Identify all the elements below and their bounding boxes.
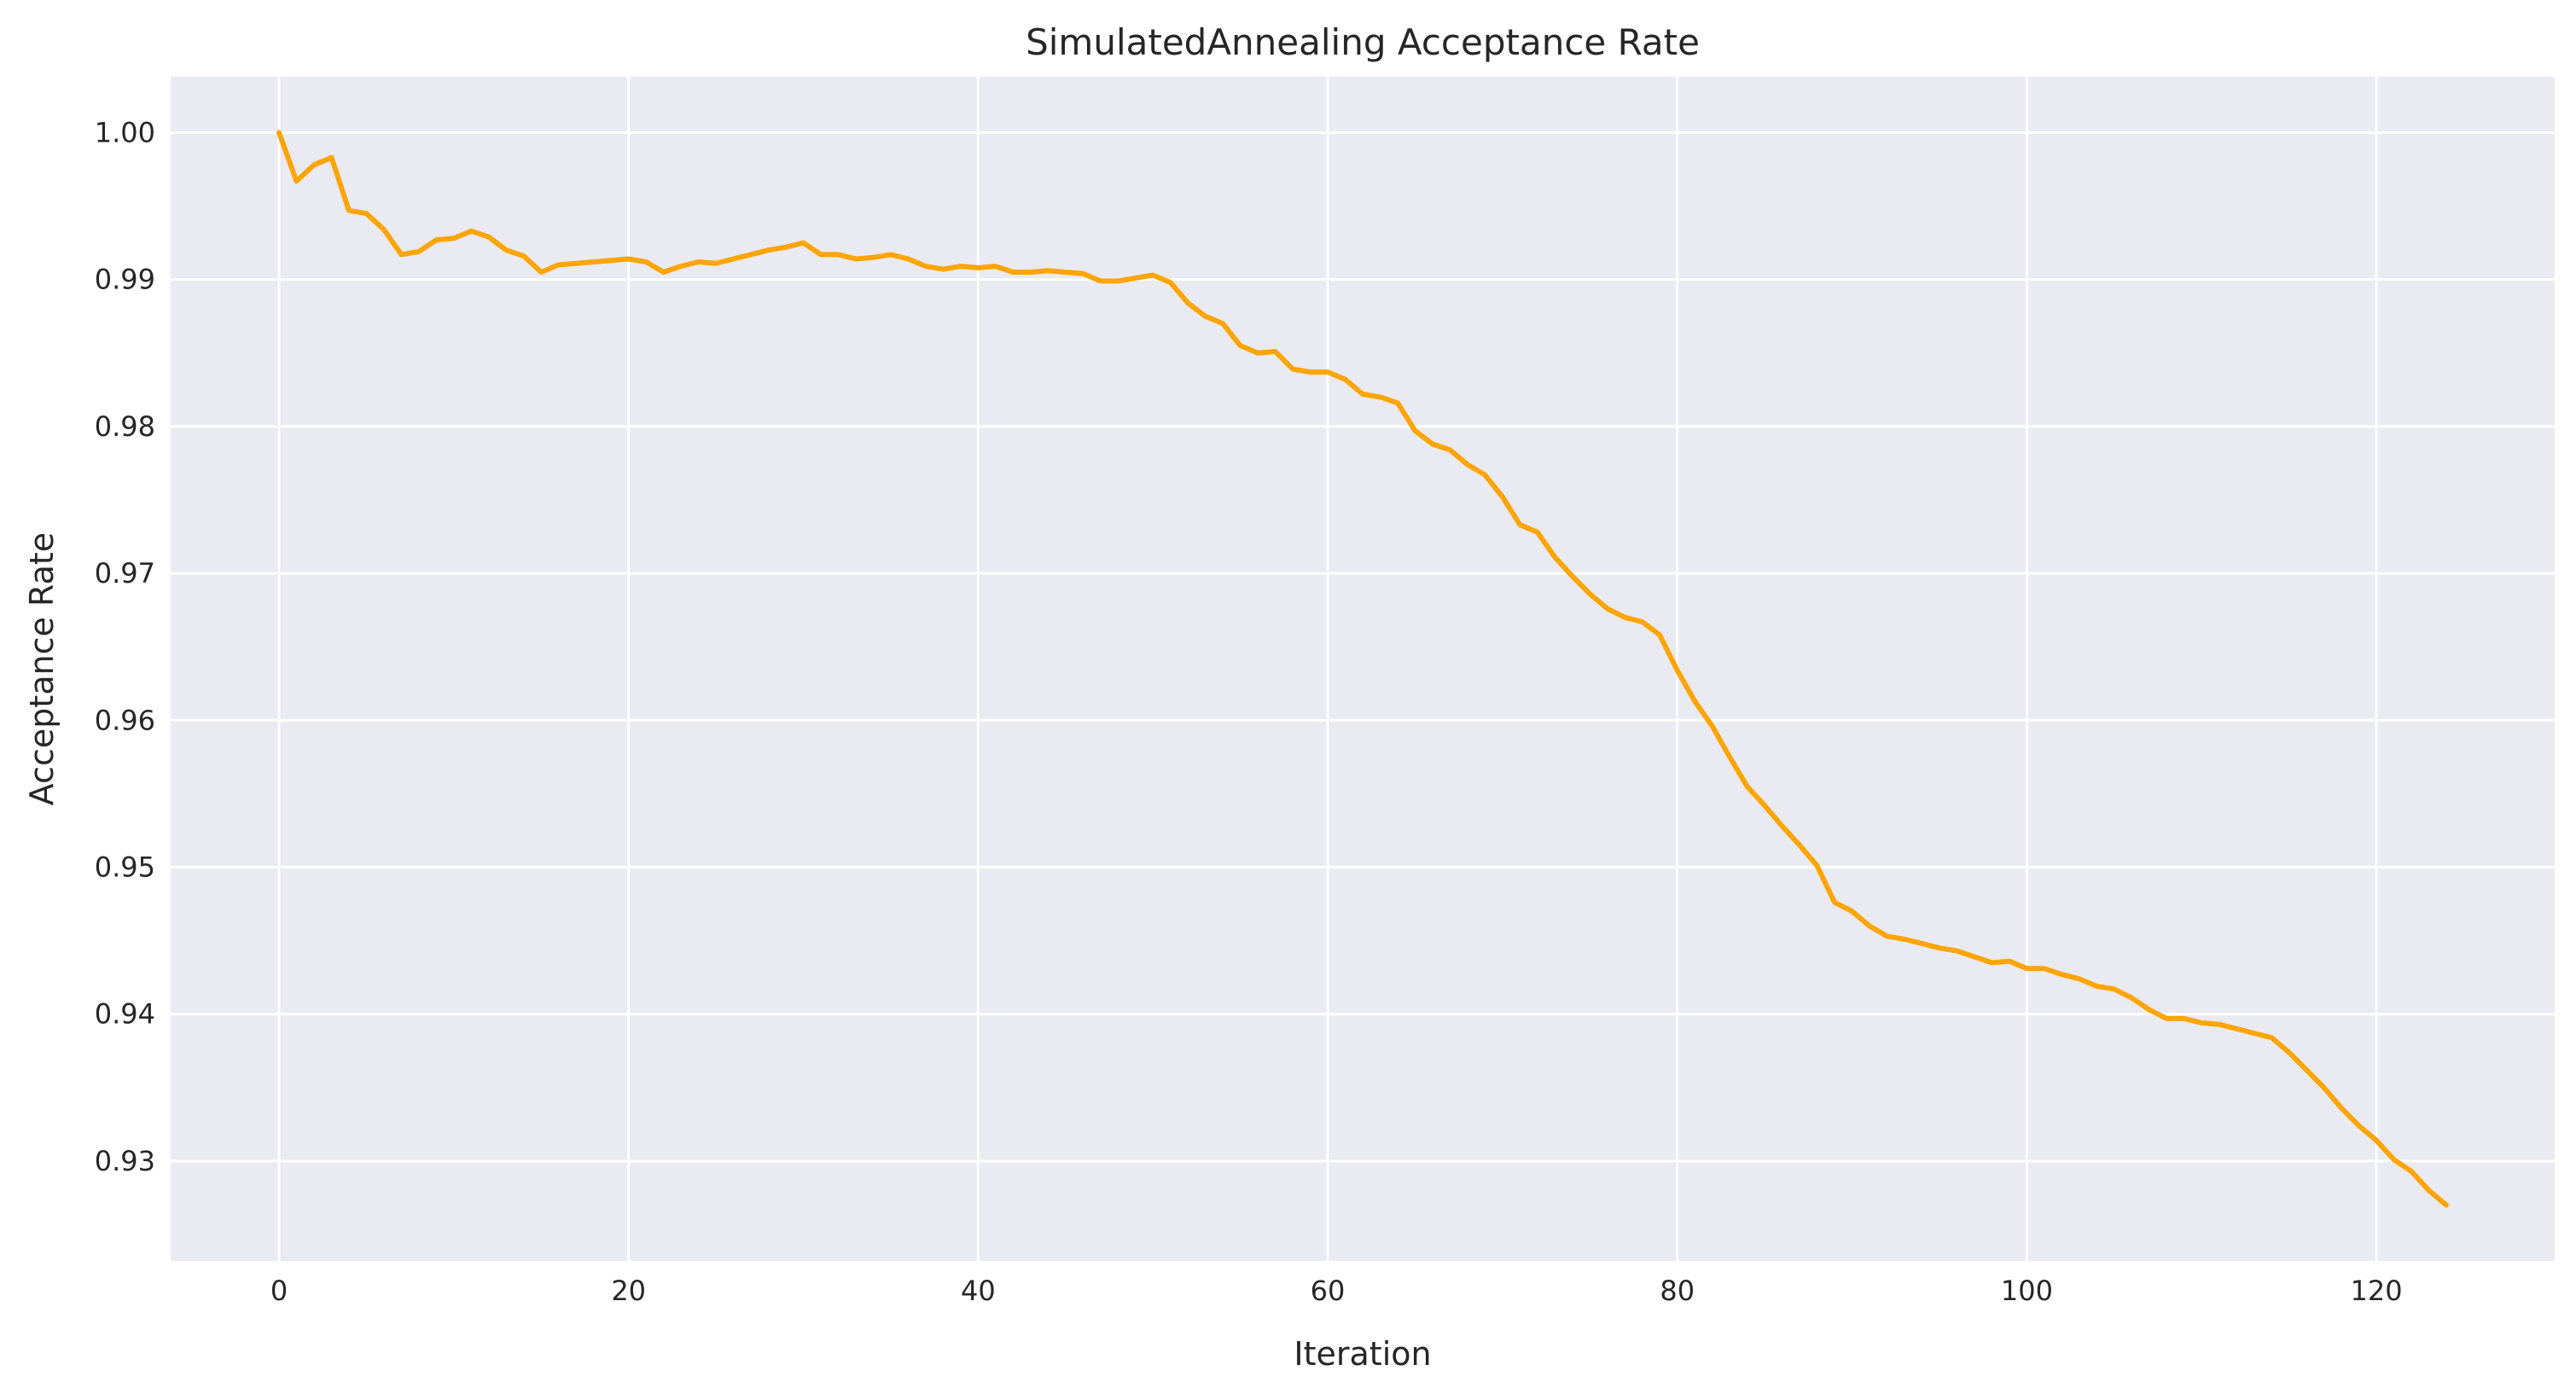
y-tick-label: 1.00 [95, 116, 155, 148]
x-tick-label: 80 [1660, 1275, 1695, 1307]
y-tick-label: 0.99 [95, 264, 155, 296]
series-line [276, 130, 2449, 1208]
series-layer [276, 130, 2449, 1208]
x-tick-label: 60 [1311, 1275, 1346, 1307]
chart-title: SimulatedAnnealing Acceptance Rate [1026, 21, 1700, 63]
x-tick-label: 20 [611, 1275, 646, 1307]
y-tick-label: 0.98 [95, 410, 155, 443]
y-axis-ticks: 0.93 0.94 0.95 0.96 0.97 0.98 0.99 1.00 [95, 116, 155, 1176]
plot-area [171, 77, 2555, 1261]
y-axis-title: Acceptance Rate [23, 532, 61, 805]
x-tick-label: 120 [2351, 1275, 2403, 1307]
y-tick-label: 0.93 [95, 1145, 155, 1177]
y-tick-label: 0.94 [95, 998, 155, 1031]
grid-lines [171, 77, 2555, 1261]
x-tick-label: 0 [270, 1275, 288, 1307]
y-tick-label: 0.95 [95, 851, 155, 883]
x-axis-title: Iteration [1294, 1335, 1431, 1373]
y-tick-label: 0.97 [95, 557, 155, 590]
x-axis-ticks: 0 20 40 60 80 100 120 [270, 1275, 2403, 1307]
y-tick-label: 0.96 [95, 704, 155, 736]
x-tick-label: 100 [2001, 1275, 2053, 1307]
x-tick-label: 40 [961, 1275, 996, 1307]
